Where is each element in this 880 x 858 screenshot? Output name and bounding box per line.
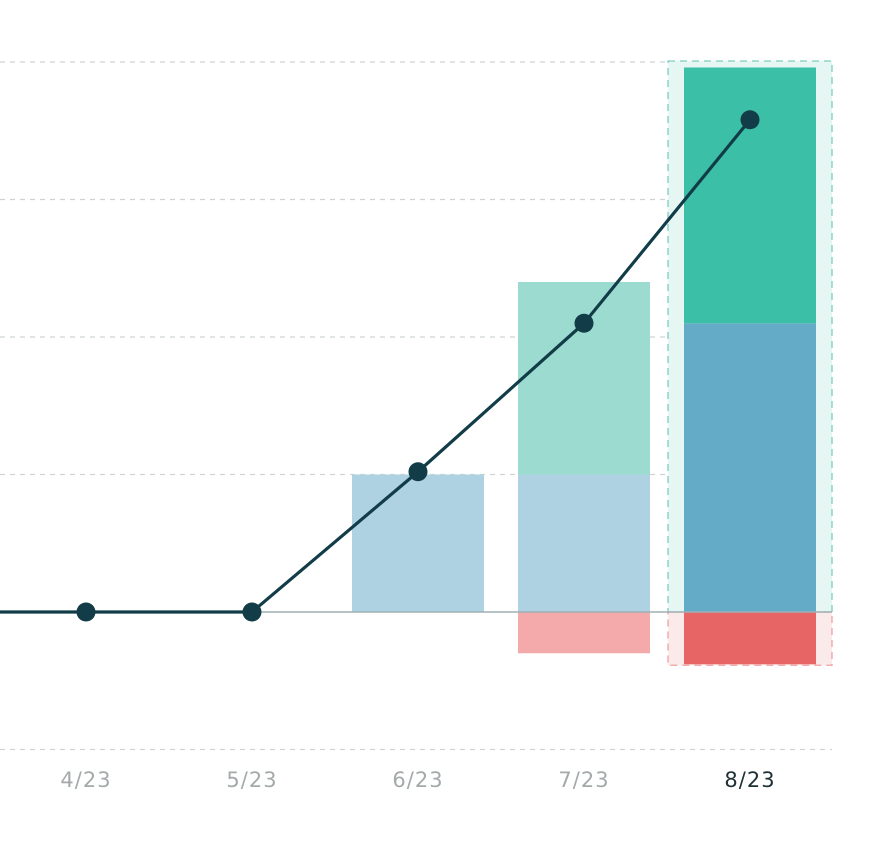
- trend-line: [0, 118, 752, 614]
- label-layer: 4/23 5/23 6/23 7/23 8/23: [60, 768, 775, 792]
- line-point-6-23[interactable]: [408, 462, 428, 482]
- x-tick-label-5-23: 5/23: [226, 768, 277, 792]
- x-tick-label-4-23: 4/23: [60, 768, 111, 792]
- line-point-8-23[interactable]: [740, 110, 760, 130]
- x-tick-label-7-23: 7/23: [558, 768, 609, 792]
- line-point-5-23[interactable]: [242, 602, 262, 622]
- bar-layer: [352, 67, 816, 665]
- line-point-4-23[interactable]: [76, 602, 96, 622]
- x-tick-label-8-23[interactable]: 8/23: [724, 768, 775, 792]
- bar-8-23-series-3[interactable]: [684, 612, 816, 665]
- bar-8-23-series-2[interactable]: [684, 67, 816, 324]
- bar-7-23-series-1[interactable]: [518, 474, 650, 613]
- x-tick-label-6-23: 6/23: [392, 768, 443, 792]
- bar-8-23-series-1[interactable]: [684, 323, 816, 612]
- bar-7-23-series-3[interactable]: [518, 612, 650, 654]
- bar-7-23-series-2[interactable]: [518, 282, 650, 475]
- line-point-7-23[interactable]: [574, 313, 594, 333]
- line-layer: [0, 110, 760, 622]
- bar-6-23-series-1[interactable]: [352, 474, 484, 613]
